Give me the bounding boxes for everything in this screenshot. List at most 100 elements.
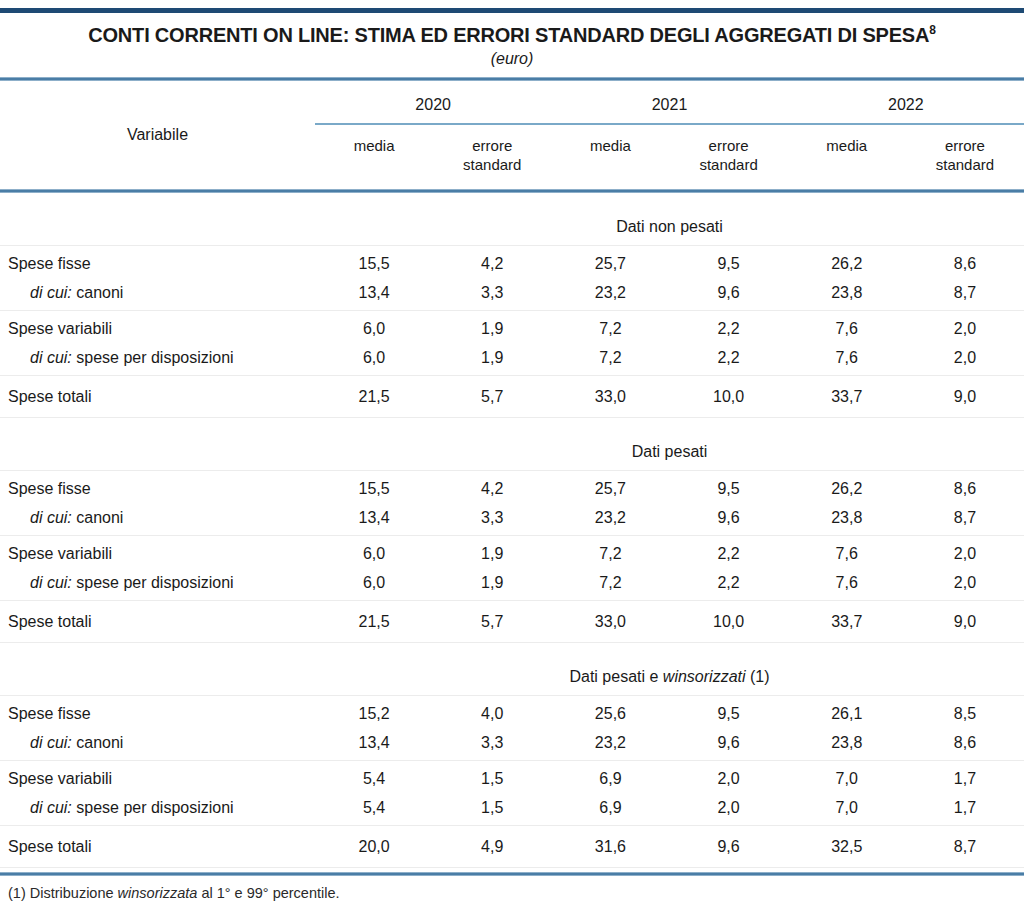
cell-value: 2,0 — [906, 545, 1024, 563]
cell-value: 2,2 — [669, 545, 787, 563]
cell-value: 23,2 — [551, 284, 669, 302]
table-title: CONTI CORRENTI ON LINE: STIMA ED ERRORI … — [26, 23, 998, 47]
table-row: Spese totali21,55,733,010,033,79,0 — [0, 607, 1024, 636]
row-group: Spese variabili6,01,97,22,27,62,0di cui:… — [0, 536, 1024, 600]
cell-value: 25,7 — [551, 255, 669, 273]
row-label-text: spese per disposizioni — [72, 574, 234, 591]
cell-value: 2,2 — [669, 574, 787, 592]
plain-text: (1) — [746, 668, 770, 685]
cell-value: 2,0 — [669, 799, 787, 817]
cell-value: 26,1 — [788, 705, 906, 723]
cell-value: 4,0 — [433, 705, 551, 723]
row-label: di cui: canoni — [0, 284, 315, 302]
cell-value: 6,0 — [315, 320, 433, 338]
cell-value: 4,2 — [433, 480, 551, 498]
cell-value: 26,2 — [788, 255, 906, 273]
row-label-text: Spese variabili — [8, 770, 112, 787]
year-header-block: 2020 2021 2022 media errore standard med… — [315, 81, 1024, 189]
cell-value: 9,6 — [669, 509, 787, 527]
row-label: di cui: canoni — [0, 509, 315, 527]
cell-value: 1,7 — [906, 770, 1024, 788]
table-row: Spese fisse15,24,025,69,526,18,5 — [0, 699, 1024, 728]
cell-value: 23,8 — [788, 734, 906, 752]
cell-value: 9,5 — [669, 255, 787, 273]
row-label: di cui: spese per disposizioni — [0, 574, 315, 592]
cell-value: 15,2 — [315, 705, 433, 723]
cell-value: 31,6 — [551, 838, 669, 856]
cell-value: 5,7 — [433, 388, 551, 406]
cell-value: 6,0 — [315, 574, 433, 592]
title-footnote-marker: 8 — [929, 23, 935, 37]
cell-value: 1,7 — [906, 799, 1024, 817]
section-title: Dati pesati e winsorizzati (1) — [315, 668, 1024, 686]
row-label: Spese fisse — [0, 705, 315, 723]
cell-value: 4,2 — [433, 255, 551, 273]
cell-value: 6,9 — [551, 770, 669, 788]
table-row: Spese variabili5,41,56,92,07,01,7 — [0, 764, 1024, 793]
cell-value: 13,4 — [315, 509, 433, 527]
row-label: Spese totali — [0, 388, 315, 406]
table-row: di cui: canoni13,43,323,29,623,88,6 — [0, 728, 1024, 757]
media-label: media — [354, 137, 395, 154]
row-label-text: Spese totali — [8, 388, 92, 405]
cell-value: 7,6 — [788, 349, 906, 367]
row-label-text: spese per disposizioni — [72, 349, 234, 366]
cell-value: 25,7 — [551, 480, 669, 498]
column-header-year-2021: 2021 — [551, 96, 787, 114]
plain-text: (1) Distribuzione — [8, 885, 118, 901]
document-page: CONTI CORRENTI ON LINE: STIMA ED ERRORI … — [0, 8, 1024, 901]
table-row: Spese variabili6,01,97,22,27,62,0 — [0, 314, 1024, 343]
row-label: di cui: spese per disposizioni — [0, 799, 315, 817]
cell-value: 33,7 — [788, 613, 906, 631]
row-label: Spese fisse — [0, 255, 315, 273]
column-header-variabile: Variabile — [0, 81, 315, 189]
row-label-text: Spese totali — [8, 838, 92, 855]
row-label: Spese totali — [0, 613, 315, 631]
cell-value: 7,2 — [551, 349, 669, 367]
row-label: Spese variabili — [0, 545, 315, 563]
cell-value: 2,2 — [669, 349, 787, 367]
row-label-prefix: di cui: — [30, 799, 72, 816]
table-title-text: CONTI CORRENTI ON LINE: STIMA ED ERRORI … — [88, 24, 929, 46]
table-row: di cui: spese per disposizioni5,41,56,92… — [0, 793, 1024, 822]
cell-value: 8,5 — [906, 705, 1024, 723]
cell-value: 6,9 — [551, 799, 669, 817]
cell-value: 21,5 — [315, 613, 433, 631]
row-label-text: Spese fisse — [8, 705, 91, 722]
italic-text: winsorizzata — [118, 885, 198, 901]
total-row-group: Spese totali21,55,733,010,033,79,0 — [0, 376, 1024, 417]
cell-value: 15,5 — [315, 480, 433, 498]
media-label: media — [590, 137, 631, 154]
cell-value: 33,0 — [551, 388, 669, 406]
cell-value: 8,7 — [906, 509, 1024, 527]
column-header-errore-standard-2022: errore standard — [906, 136, 1024, 174]
row-group: Spese fisse15,24,025,69,526,18,5di cui: … — [0, 696, 1024, 760]
section-title: Dati non pesati — [315, 218, 1024, 236]
row-label-prefix: di cui: — [30, 509, 72, 526]
errore-standard-label: errore standard — [453, 136, 531, 174]
cell-value: 9,5 — [669, 705, 787, 723]
cell-value: 23,8 — [788, 509, 906, 527]
cell-value: 9,6 — [669, 734, 787, 752]
row-label-text: Spese variabili — [8, 320, 112, 337]
column-header-errore-standard-2021: errore standard — [669, 136, 787, 174]
row-label-text: canoni — [72, 734, 124, 751]
cell-value: 5,4 — [315, 770, 433, 788]
cell-value: 10,0 — [669, 388, 787, 406]
header-bottom-rule — [0, 189, 1024, 193]
cell-value: 32,5 — [788, 838, 906, 856]
table-row: di cui: spese per disposizioni6,01,97,22… — [0, 343, 1024, 372]
column-header-media-2022: media — [788, 136, 906, 155]
cell-value: 26,2 — [788, 480, 906, 498]
cell-value: 6,0 — [315, 349, 433, 367]
cell-value: 7,2 — [551, 545, 669, 563]
cell-value: 2,0 — [669, 770, 787, 788]
cell-value: 13,4 — [315, 734, 433, 752]
cell-value: 5,7 — [433, 613, 551, 631]
cell-value: 1,9 — [433, 320, 551, 338]
section-title-row: Dati pesati e winsorizzati (1) — [0, 668, 1024, 686]
cell-value: 9,5 — [669, 480, 787, 498]
plain-text: Dati non pesati — [616, 218, 723, 235]
row-label-text: Spese totali — [8, 613, 92, 630]
table-row: Spese fisse15,54,225,79,526,28,6 — [0, 249, 1024, 278]
